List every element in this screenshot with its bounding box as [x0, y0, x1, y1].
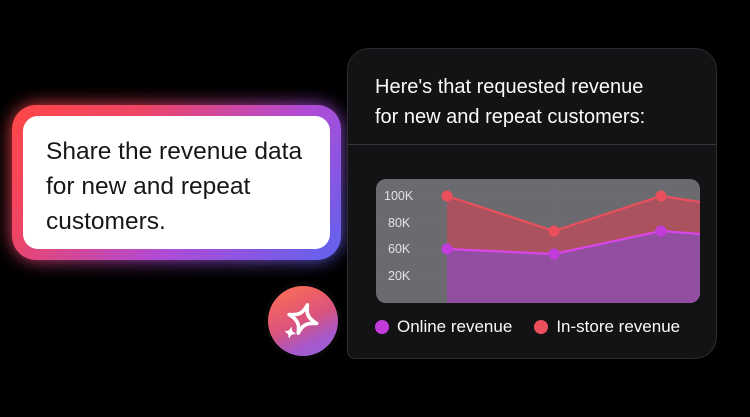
svg-text:100K: 100K: [384, 189, 414, 203]
svg-text:80K: 80K: [388, 216, 411, 230]
svg-text:60K: 60K: [388, 242, 411, 256]
svg-text:20K: 20K: [388, 269, 411, 283]
